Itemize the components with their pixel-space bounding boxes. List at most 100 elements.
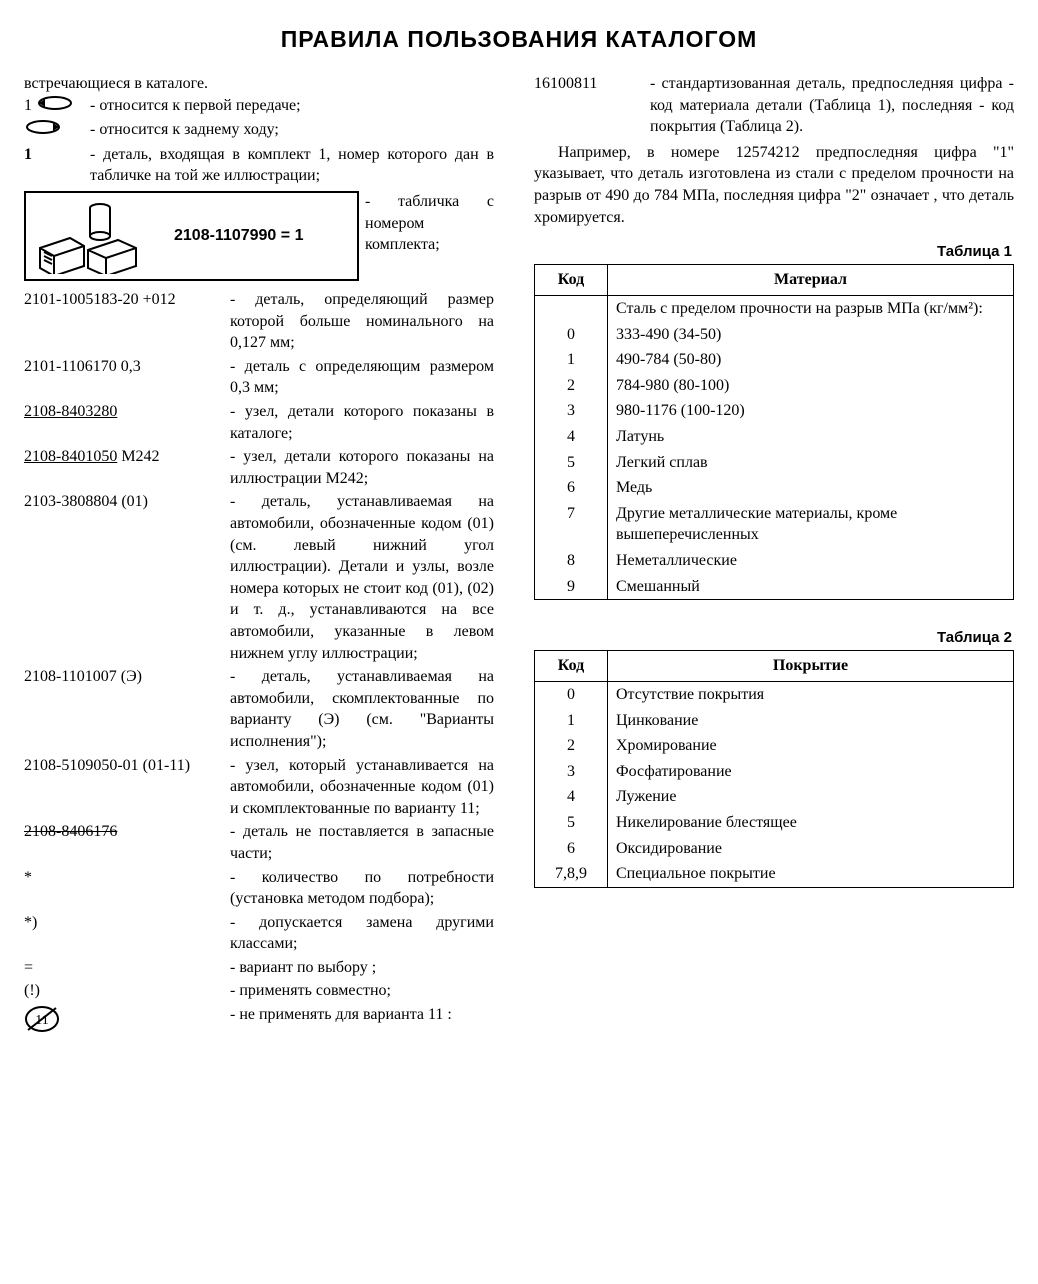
term: 16100811 (534, 73, 650, 138)
table2-code: 3 (535, 759, 608, 785)
table1-code: 0 (535, 322, 608, 348)
list-entry: 2108-8401050 М242- узел, детали которого… (24, 446, 494, 489)
term: 1 (24, 95, 90, 118)
table2-coat: Оксидирование (608, 836, 1014, 862)
list-entry: 2101-1005183-20 +012- деталь, определяющ… (24, 289, 494, 354)
table1-h1: Материал (608, 265, 1014, 296)
list-entry: 2103-3808804 (01)- деталь, устанавливаем… (24, 491, 494, 664)
table1-mat: 333-490 (34-50) (608, 322, 1014, 348)
desc: - относится к заднему ходу; (90, 119, 494, 142)
table1-code: 6 (535, 475, 608, 501)
table1-mat: Другие металлические материалы, кроме вы… (608, 501, 1014, 548)
left-column: встречающиеся в каталоге. 1 - относится … (24, 73, 494, 1043)
page-title: ПРАВИЛА ПОЛЬЗОВАНИЯ КАТАЛОГОМ (24, 24, 1014, 55)
term: 2103-3808804 (01) (24, 491, 230, 664)
intro-line: встречающиеся в каталоге. (24, 73, 494, 95)
table1: Код Материал Сталь с пределом прочности … (534, 264, 1014, 600)
term (24, 119, 90, 142)
table1-code: 8 (535, 548, 608, 574)
crossed-11-icon: 11 (24, 1004, 60, 1041)
desc: - деталь, определяющий размер которой бо… (230, 289, 494, 354)
term: * (24, 867, 230, 910)
table1-code: 2 (535, 373, 608, 399)
table1-code (535, 296, 608, 322)
desc: - деталь, входящая в комплект 1, номер к… (90, 144, 494, 187)
desc: - деталь, устанавливаемая на автомобили,… (230, 491, 494, 664)
list-entry: (!)- применять совместно; (24, 980, 494, 1002)
table1-code: 9 (535, 574, 608, 600)
table2-code: 7,8,9 (535, 861, 608, 887)
table2-code: 2 (535, 733, 608, 759)
term: 2108-1101007 (Э) (24, 666, 230, 752)
table1-code: 7 (535, 501, 608, 548)
table1-mat: Смешанный (608, 574, 1014, 600)
term: 2108-8403280 (24, 401, 230, 444)
table2-code: 5 (535, 810, 608, 836)
desc: - деталь не поставляется в запасные част… (230, 821, 494, 864)
entry-gear-rev: - относится к заднему ходу; (24, 119, 494, 142)
table1-mat: 784-980 (80-100) (608, 373, 1014, 399)
table1-mat: Латунь (608, 424, 1014, 450)
table2-caption: Таблица 2 (534, 628, 1012, 648)
list-entry: *- количество по потребности (установка … (24, 867, 494, 910)
desc: - узел, который устанавливается на автом… (230, 755, 494, 820)
table2-h1: Покрытие (608, 651, 1014, 682)
kit-box: 2108-1107990 = 1 (24, 191, 359, 281)
desc: - стандартизованная деталь, предпоследня… (650, 73, 1014, 138)
table2-code: 0 (535, 682, 608, 708)
desc: - узел, детали которого показаны в катал… (230, 401, 494, 444)
list-entry: *)- допускается замена другими классами; (24, 912, 494, 955)
table2-coat: Фосфатирование (608, 759, 1014, 785)
list-entry: 2108-8403280- узел, детали которого пока… (24, 401, 494, 444)
term: 2101-1106170 0,3 (24, 356, 230, 399)
entry-gear1: 1 - относится к первой передаче; (24, 95, 494, 118)
list-entry: 2108-1101007 (Э)- деталь, устанавливаема… (24, 666, 494, 752)
desc: - допускается замена другими классами; (230, 912, 494, 955)
term: 2101-1005183-20 +012 (24, 289, 230, 354)
term: 11 (24, 1004, 230, 1041)
entry-kit1: 1 - деталь, входящая в комплект 1, номер… (24, 144, 494, 187)
term: 2108-5109050-01 (01-11) (24, 755, 230, 820)
table2-code: 4 (535, 784, 608, 810)
table1-code: 1 (535, 347, 608, 373)
table1-mat: Легкий сплав (608, 450, 1014, 476)
list-entry: =- вариант по выбору ; (24, 957, 494, 979)
table1-mat: 980-1176 (100-120) (608, 398, 1014, 424)
term: (!) (24, 980, 230, 1002)
right-column: 16100811 - стандартизованная деталь, пре… (534, 73, 1014, 1043)
list-entry: 2101-1106170 0,3- деталь с определяющим … (24, 356, 494, 399)
desc: - применять совместно; (230, 980, 494, 1002)
kit-box-row: 2108-1107990 = 1 - табличка с номером ко… (24, 191, 494, 281)
table2-coat: Отсутствие покрытия (608, 682, 1014, 708)
table2-coat: Лужение (608, 784, 1014, 810)
list-entry: 11 - не применять для варианта 11 : (24, 1004, 494, 1041)
table1-mat: Сталь с пределом прочности на разрыв МПа… (608, 296, 1014, 322)
term: 2108-8401050 М242 (24, 446, 230, 489)
table2-code: 1 (535, 708, 608, 734)
term: 1 (24, 144, 90, 187)
table2-coat: Хромирование (608, 733, 1014, 759)
desc: - количество по потребности (установка м… (230, 867, 494, 910)
kit-desc: - табличка с номером комплекта; (359, 191, 494, 281)
term: *) (24, 912, 230, 955)
table1-mat: Медь (608, 475, 1014, 501)
table1-h0: Код (535, 265, 608, 296)
table2-coat: Специальное покрытие (608, 861, 1014, 887)
list-entry: 2108-8406176- деталь не поставляется в з… (24, 821, 494, 864)
kit-number: 2108-1107990 = 1 (174, 225, 303, 247)
table2-coat: Цинкование (608, 708, 1014, 734)
example-paragraph: Например, в номере 12574212 предпоследня… (534, 142, 1014, 228)
table2-h0: Код (535, 651, 608, 682)
table1-code: 5 (535, 450, 608, 476)
table2-coat: Никелирование блестящее (608, 810, 1014, 836)
table1-mat: 490-784 (50-80) (608, 347, 1014, 373)
kit-parts-icon (34, 198, 154, 274)
desc: - узел, детали которого показаны на иллю… (230, 446, 494, 489)
desc: - не применять для варианта 11 : (230, 1004, 494, 1041)
desc: - деталь, устанавливаемая на автомобили,… (230, 666, 494, 752)
term: 2108-8406176 (24, 821, 230, 864)
term: = (24, 957, 230, 979)
desc: - относится к первой передаче; (90, 95, 494, 118)
gear-reverse-icon (24, 119, 62, 142)
table1-mat: Неметаллические (608, 548, 1014, 574)
